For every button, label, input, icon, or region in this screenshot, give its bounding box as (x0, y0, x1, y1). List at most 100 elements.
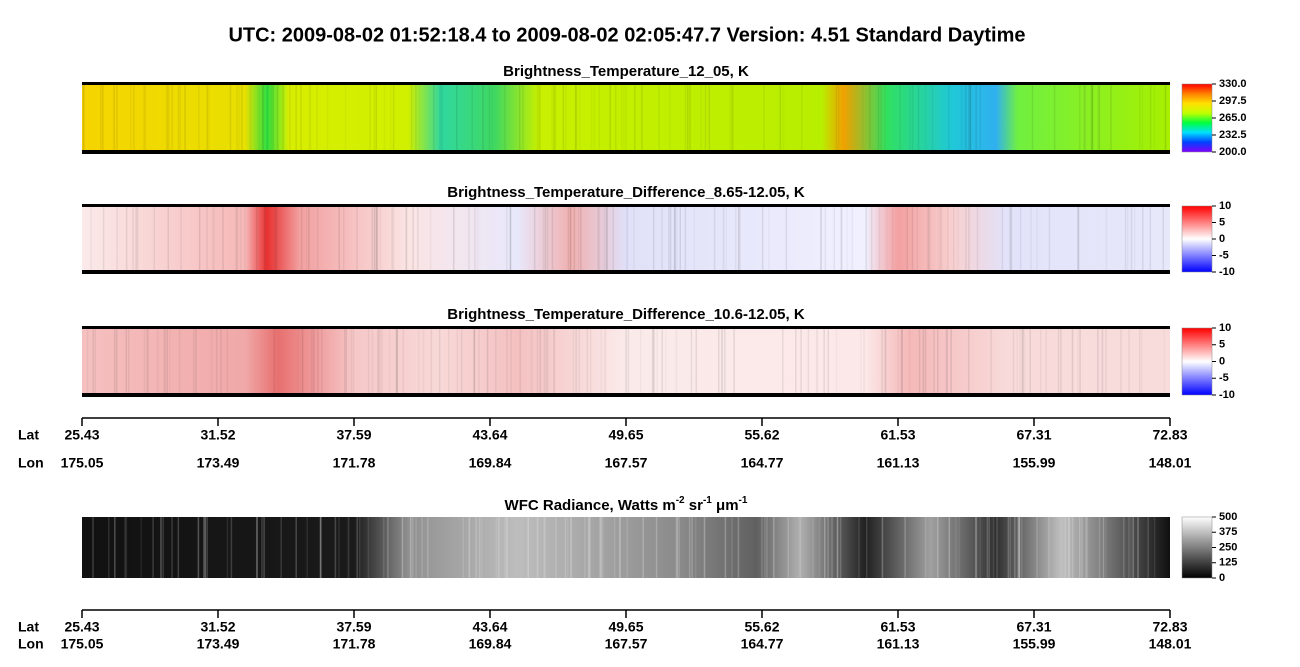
texture-stripe (415, 517, 417, 578)
texture-stripe (570, 206, 572, 272)
colorbar-tick-label: 0 (1219, 355, 1225, 367)
texture-stripe (262, 84, 264, 152)
texture-stripe (766, 517, 768, 578)
texture-stripe (737, 517, 739, 578)
colorbar (1181, 327, 1213, 396)
texture-stripe (1122, 517, 1125, 578)
axis-tick-label: 43.64 (472, 427, 507, 443)
texture-stripe (536, 517, 539, 578)
texture-stripe (144, 84, 146, 152)
texture-stripe (327, 84, 329, 152)
texture-stripe (676, 206, 678, 272)
swath-image (82, 328, 1170, 395)
texture-stripe (812, 517, 814, 578)
panel-title: WFC Radiance, Watts m-2 sr-1 μm-1 (505, 495, 748, 514)
texture-stripe (504, 517, 506, 578)
texture-stripe (1078, 517, 1081, 578)
texture-stripe (1001, 206, 1004, 272)
texture-stripe (947, 206, 949, 272)
texture-stripe (423, 328, 425, 395)
texture-stripe (411, 517, 414, 578)
texture-stripe (675, 517, 678, 578)
axis-tick-label: 161.13 (877, 455, 920, 471)
texture-stripe (975, 84, 977, 152)
texture-stripe (768, 206, 770, 272)
texture-stripe (684, 206, 687, 272)
texture-stripe (1024, 328, 1026, 395)
texture-stripe (925, 84, 927, 152)
texture-stripe (179, 84, 181, 152)
texture-stripe (551, 84, 553, 152)
title-part: sr (685, 497, 704, 514)
texture-stripe (380, 206, 382, 272)
texture-stripe (964, 84, 966, 152)
texture-stripe (539, 84, 541, 152)
colorbar-tick-label: 330.0 (1219, 78, 1247, 90)
texture-stripe (171, 84, 173, 152)
texture-stripe (674, 206, 676, 272)
texture-stripe (352, 328, 355, 395)
texture-stripe (348, 517, 350, 578)
texture-stripe (116, 84, 118, 152)
texture-stripe (258, 84, 260, 152)
texture-stripe (1130, 517, 1132, 578)
texture-stripe (356, 517, 358, 578)
texture-stripe (724, 328, 726, 395)
texture-stripe (1078, 206, 1080, 272)
texture-stripe (733, 328, 735, 395)
texture-stripe (241, 84, 243, 152)
texture-stripe (545, 328, 547, 395)
texture-stripe (381, 328, 383, 395)
texture-stripe (884, 328, 886, 395)
texture-stripe (555, 517, 557, 578)
texture-stripe (1048, 206, 1051, 272)
texture-stripe (589, 517, 591, 578)
texture-stripe (482, 84, 484, 152)
texture-stripe (276, 206, 278, 272)
texture-stripe (320, 517, 322, 578)
texture-stripe (1053, 84, 1056, 152)
texture-stripe (761, 517, 763, 578)
texture-stripe (166, 84, 168, 152)
texture-stripe (226, 328, 229, 395)
axis-tick-label: 25.43 (64, 619, 99, 635)
texture-stripe (881, 517, 884, 578)
title-part: Brightness_Temperature_12_05, K (503, 63, 749, 80)
texture-stripe (1039, 328, 1042, 395)
texture-stripe (163, 328, 166, 395)
texture-stripe (738, 206, 740, 272)
texture-stripe (1016, 328, 1018, 395)
axis-row-label: Lat (18, 619, 39, 635)
texture-stripe (619, 517, 621, 578)
texture-stripe (391, 206, 393, 272)
texture-stripe (367, 517, 370, 578)
texture-stripe (1101, 328, 1104, 395)
axis-tick-label: 37.59 (336, 619, 371, 635)
texture-stripe (153, 206, 156, 272)
axis-tick-label: 31.52 (200, 427, 235, 443)
texture-stripe (402, 328, 405, 395)
texture-stripe (378, 328, 381, 395)
texture-stripe (615, 84, 617, 152)
colorbar-tick-label: 5 (1219, 339, 1225, 351)
texture-stripe (954, 517, 957, 578)
colorbar-tick-label: 265.0 (1219, 112, 1247, 124)
texture-stripe (180, 206, 182, 272)
texture-stripe (249, 84, 252, 152)
texture-stripe (491, 84, 493, 152)
texture-stripe (543, 328, 545, 395)
texture-stripe (171, 517, 173, 578)
texture-stripe (827, 328, 830, 395)
texture-stripe (1130, 206, 1133, 272)
texture-stripe (975, 517, 978, 578)
texture-stripe (474, 206, 476, 272)
texture-stripe (737, 517, 740, 578)
texture-stripe (506, 206, 508, 272)
texture-stripe (206, 206, 208, 272)
texture-stripe (717, 328, 720, 395)
texture-stripe (703, 517, 706, 578)
texture-stripe (350, 328, 353, 395)
texture-stripe (319, 517, 322, 578)
texture-stripe (113, 328, 116, 395)
colorbar (1181, 516, 1213, 579)
